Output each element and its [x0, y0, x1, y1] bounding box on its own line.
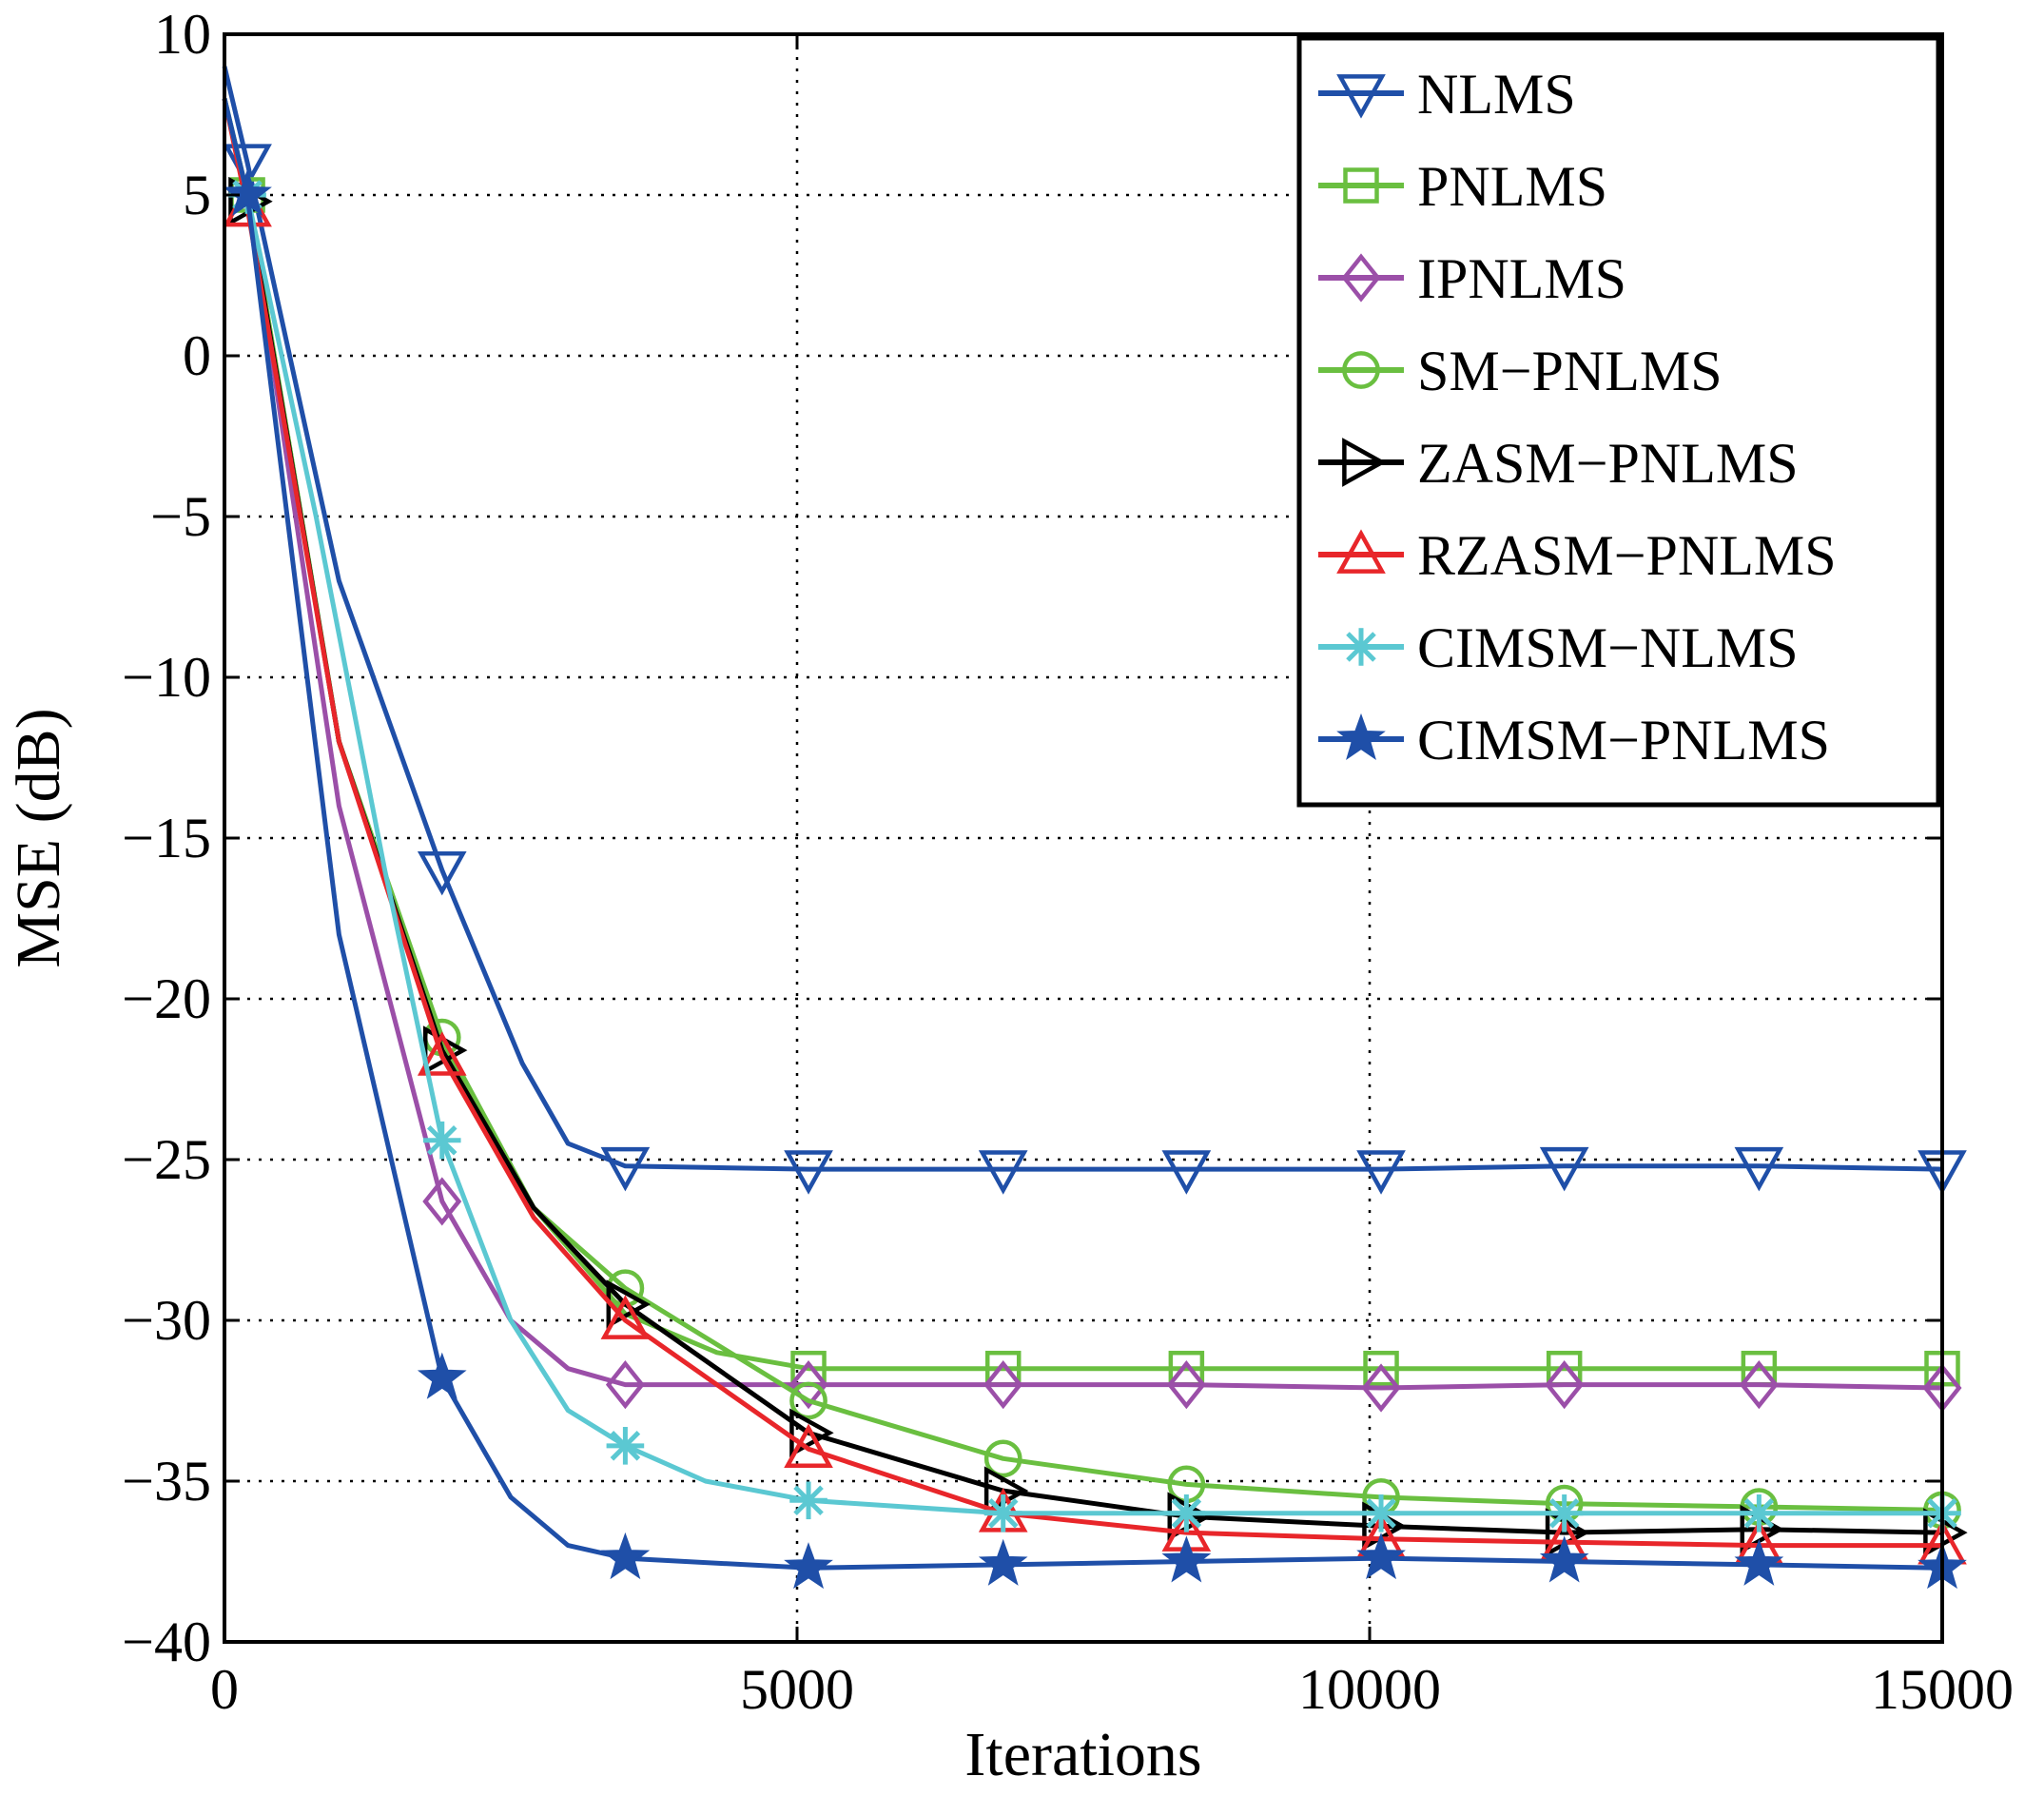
y-tick-label: 5 [183, 164, 211, 226]
data-marker [417, 850, 467, 896]
data-marker [417, 1031, 467, 1076]
legend-label: IPNLMS [1417, 247, 1626, 310]
legend-label: RZASM−PNLMS [1417, 524, 1837, 587]
data-marker [1356, 1150, 1406, 1195]
data-marker [1740, 1494, 1779, 1532]
legend-marker [1342, 628, 1380, 666]
data-marker [1361, 1363, 1401, 1413]
data-marker [789, 1481, 827, 1520]
data-marker [422, 1177, 462, 1226]
data-marker [1161, 1150, 1212, 1195]
data-marker [983, 1494, 1022, 1532]
data-marker [600, 1295, 651, 1339]
legend-marker [1336, 713, 1386, 760]
legend-marker [1336, 74, 1386, 119]
legend-label: PNLMS [1417, 155, 1607, 218]
legend-marker [1342, 351, 1380, 389]
series-layer [222, 66, 1968, 1590]
y-tick-label: −15 [122, 807, 211, 869]
legend-item: NLMS [1318, 63, 1576, 126]
legend-label: CIMSM−PNLMS [1417, 709, 1830, 771]
data-marker [1545, 1359, 1585, 1410]
y-tick-label: −5 [150, 485, 211, 548]
data-marker [789, 1408, 834, 1458]
x-axis-title: Iterations [964, 1720, 1201, 1789]
data-marker [1362, 1494, 1400, 1532]
series-line [222, 98, 1942, 1516]
legend-item: RZASM−PNLMS [1318, 524, 1837, 587]
data-marker [1539, 1146, 1589, 1192]
legend-item: PNLMS [1318, 155, 1607, 218]
y-tick-label: −20 [122, 967, 211, 1030]
legend-marker [1342, 438, 1387, 487]
data-marker [1539, 1535, 1589, 1583]
data-marker [417, 1352, 467, 1399]
data-marker [1739, 1359, 1779, 1410]
legend-item: CIMSM−PNLMS [1318, 709, 1830, 771]
y-tick-label: −30 [122, 1289, 211, 1352]
data-marker [978, 1538, 1028, 1586]
data-marker [788, 1359, 828, 1410]
x-tick-label: 10000 [1298, 1658, 1441, 1721]
legend: NLMS PNLMS IPNLMS SM−PNLMS ZASM−PNLMS RZASM−P… [1296, 35, 1941, 808]
data-marker [1166, 1359, 1206, 1410]
legend-box [1296, 35, 1941, 808]
data-marker [1734, 1538, 1784, 1586]
series-0 [222, 66, 1967, 1195]
tick-labels: 0 5000 10000 15000 10 5 0 −5 −10 −15 −20 −25 −30 −35 −… [122, 3, 2014, 1721]
data-marker [422, 1121, 461, 1160]
data-marker [1167, 1494, 1206, 1532]
data-marker [600, 1146, 651, 1192]
x-tick-label: 15000 [1871, 1658, 2014, 1721]
series-line [222, 66, 1943, 1172]
data-marker [978, 1150, 1028, 1195]
legend-label: CIMSM−NLMS [1417, 616, 1799, 679]
x-tick-label: 0 [210, 1658, 239, 1721]
series-6 [222, 98, 1961, 1532]
y-axis-title: MSE (dB) [4, 708, 73, 967]
legend-marker [1343, 167, 1379, 204]
data-marker [600, 1532, 651, 1580]
legend-item: CIMSM−NLMS [1318, 616, 1799, 679]
data-marker [605, 1359, 645, 1410]
data-marker [784, 1542, 833, 1590]
y-tick-label: 0 [183, 324, 211, 387]
legend-marker [1341, 253, 1381, 303]
data-marker [1734, 1146, 1784, 1192]
data-marker [784, 1150, 833, 1195]
data-marker [223, 168, 272, 216]
y-tick-label: 10 [154, 3, 211, 66]
y-tick-label: −25 [122, 1128, 211, 1191]
data-marker [1545, 1494, 1584, 1532]
legend-label: ZASM−PNLMS [1417, 432, 1799, 495]
data-marker [1356, 1532, 1406, 1580]
data-marker [983, 1359, 1023, 1410]
legend-item: SM−PNLMS [1318, 340, 1723, 402]
legend-item: IPNLMS [1318, 247, 1626, 310]
y-tick-label: −10 [122, 646, 211, 709]
series-line [222, 98, 1943, 1571]
data-marker [789, 1381, 827, 1420]
legend-item: ZASM−PNLMS [1318, 432, 1799, 495]
legend-label: SM−PNLMS [1417, 340, 1723, 402]
y-tick-label: −35 [122, 1450, 211, 1513]
data-marker [784, 1423, 833, 1469]
legend-label: NLMS [1417, 63, 1576, 126]
y-tick-label: −40 [122, 1611, 211, 1673]
grid-lines [224, 34, 1942, 1642]
x-tick-label: 5000 [740, 1658, 854, 1721]
data-marker [606, 1427, 645, 1465]
data-marker [983, 1439, 1022, 1478]
legend-marker [1336, 529, 1386, 574]
data-marker [1363, 1350, 1399, 1387]
data-marker [1161, 1535, 1212, 1583]
